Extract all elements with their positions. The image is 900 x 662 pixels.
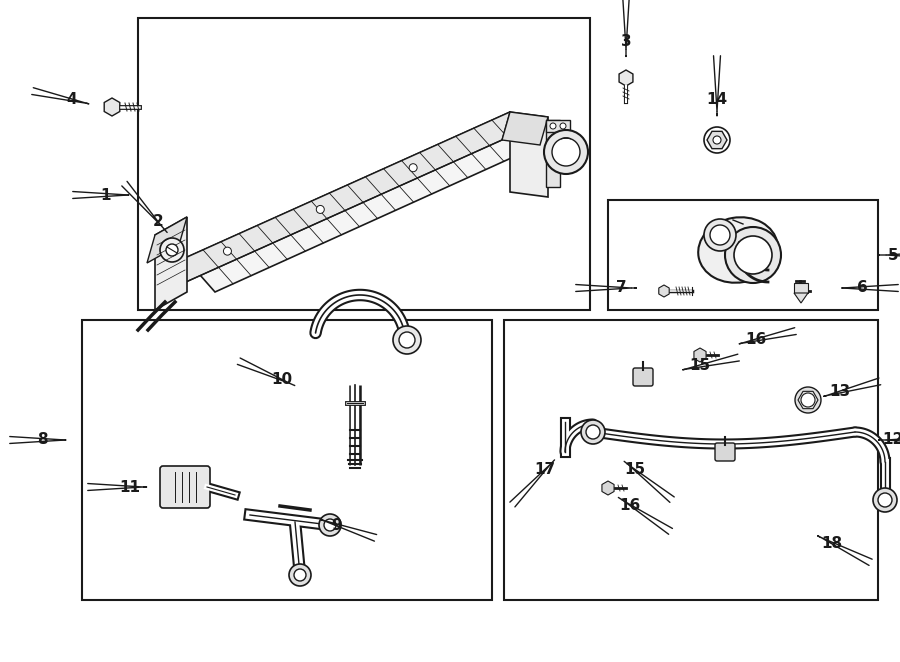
Circle shape [581, 420, 605, 444]
Circle shape [704, 219, 736, 251]
Circle shape [586, 425, 600, 439]
Circle shape [801, 393, 815, 407]
Polygon shape [794, 283, 808, 293]
Text: 15: 15 [689, 359, 711, 373]
Polygon shape [510, 112, 548, 197]
Text: 1: 1 [101, 187, 112, 203]
FancyBboxPatch shape [160, 466, 210, 508]
Text: 2: 2 [153, 214, 164, 230]
Polygon shape [602, 481, 614, 495]
Circle shape [393, 326, 421, 354]
Text: 10: 10 [272, 373, 292, 387]
Polygon shape [147, 217, 187, 263]
Text: 4: 4 [67, 93, 77, 107]
Text: 13: 13 [830, 385, 850, 399]
Circle shape [552, 138, 580, 166]
Circle shape [544, 130, 588, 174]
Polygon shape [546, 120, 560, 187]
Circle shape [410, 164, 417, 171]
Circle shape [713, 136, 721, 144]
Text: 12: 12 [882, 432, 900, 448]
Circle shape [316, 205, 324, 213]
FancyBboxPatch shape [715, 443, 735, 461]
Bar [608, 200, 878, 310]
Circle shape [324, 519, 336, 531]
Text: 9: 9 [332, 518, 342, 532]
Text: 16: 16 [619, 498, 641, 512]
Circle shape [319, 514, 341, 536]
Polygon shape [185, 112, 540, 292]
Text: 11: 11 [120, 479, 140, 495]
Circle shape [550, 123, 556, 129]
Circle shape [160, 238, 184, 262]
Polygon shape [659, 285, 670, 297]
Text: 6: 6 [857, 281, 868, 295]
Text: 3: 3 [621, 34, 631, 50]
FancyBboxPatch shape [633, 368, 653, 386]
Circle shape [399, 332, 415, 348]
Circle shape [223, 247, 231, 255]
Circle shape [734, 236, 772, 274]
Polygon shape [177, 112, 510, 286]
Circle shape [710, 225, 730, 245]
Polygon shape [619, 70, 633, 86]
Circle shape [795, 387, 821, 413]
Bar [138, 18, 590, 310]
Text: 7: 7 [616, 281, 626, 295]
Text: 16: 16 [745, 332, 767, 348]
Text: 8: 8 [37, 432, 48, 448]
Bar [504, 320, 878, 600]
Polygon shape [694, 348, 706, 362]
Text: 5: 5 [887, 248, 898, 263]
Circle shape [294, 569, 306, 581]
Circle shape [560, 123, 566, 129]
Polygon shape [155, 217, 187, 310]
Ellipse shape [698, 217, 778, 283]
Circle shape [725, 227, 781, 283]
Polygon shape [104, 98, 120, 116]
Text: 18: 18 [822, 536, 842, 551]
Circle shape [289, 564, 311, 586]
Polygon shape [546, 120, 570, 132]
Polygon shape [707, 131, 727, 149]
Polygon shape [502, 112, 548, 145]
Circle shape [878, 493, 892, 507]
Bar [82, 320, 492, 600]
Text: 17: 17 [535, 463, 555, 477]
Circle shape [873, 488, 897, 512]
Polygon shape [794, 293, 808, 303]
Circle shape [166, 244, 178, 256]
Text: 15: 15 [625, 463, 645, 477]
Text: 14: 14 [706, 93, 727, 107]
